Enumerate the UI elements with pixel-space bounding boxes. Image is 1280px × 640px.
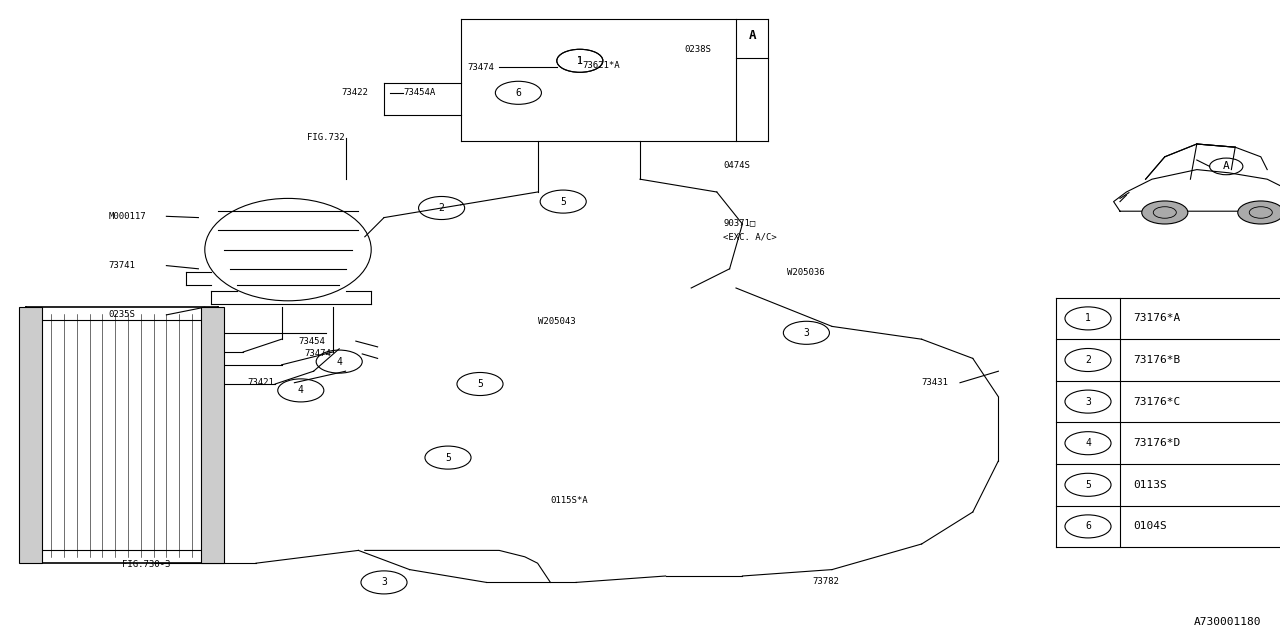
Text: 0104S: 0104S <box>1133 522 1166 531</box>
Text: 6: 6 <box>1085 522 1091 531</box>
Text: 0474S: 0474S <box>723 161 750 170</box>
Bar <box>19 307 42 563</box>
Text: 73782: 73782 <box>813 577 840 586</box>
Text: 1: 1 <box>1085 314 1091 323</box>
Text: 73176*A: 73176*A <box>1133 314 1180 323</box>
Text: 73422: 73422 <box>342 88 369 97</box>
Text: 4: 4 <box>298 385 303 396</box>
Text: 1: 1 <box>577 56 582 66</box>
Text: 3: 3 <box>804 328 809 338</box>
Text: 2: 2 <box>439 203 444 213</box>
Text: 73176*D: 73176*D <box>1133 438 1180 448</box>
Text: <EXC. A/C>: <EXC. A/C> <box>723 232 777 241</box>
Text: W205043: W205043 <box>538 317 575 326</box>
Text: 5: 5 <box>445 452 451 463</box>
Text: 73431: 73431 <box>922 378 948 387</box>
Circle shape <box>1238 201 1280 224</box>
Text: 0113S: 0113S <box>1133 480 1166 490</box>
Text: 73474: 73474 <box>305 349 332 358</box>
Text: 73176*C: 73176*C <box>1133 397 1180 406</box>
Text: 73621*A: 73621*A <box>582 61 620 70</box>
Text: FIG.732: FIG.732 <box>307 133 344 142</box>
Text: 0115S*A: 0115S*A <box>550 496 588 505</box>
Text: 4: 4 <box>337 356 342 367</box>
Text: 73421: 73421 <box>247 378 274 387</box>
Bar <box>201 307 224 563</box>
Text: 3: 3 <box>1085 397 1091 406</box>
Text: M000117: M000117 <box>109 212 146 221</box>
Text: A730001180: A730001180 <box>1193 617 1261 627</box>
Text: A: A <box>749 29 756 42</box>
Text: 0238S: 0238S <box>685 45 712 54</box>
Text: 5: 5 <box>477 379 483 389</box>
Text: 4: 4 <box>1085 438 1091 448</box>
Text: FIG.730-3: FIG.730-3 <box>122 560 170 569</box>
Text: 73454: 73454 <box>298 337 325 346</box>
Text: 5: 5 <box>561 196 566 207</box>
Text: 5: 5 <box>1085 480 1091 490</box>
Text: 73454A: 73454A <box>403 88 435 97</box>
Text: 73176*B: 73176*B <box>1133 355 1180 365</box>
Text: A: A <box>1222 161 1230 172</box>
Text: 2: 2 <box>1085 355 1091 365</box>
Text: 73474: 73474 <box>467 63 494 72</box>
Text: 1: 1 <box>577 56 582 66</box>
Text: 3: 3 <box>381 577 387 588</box>
Text: 6: 6 <box>516 88 521 98</box>
Circle shape <box>1142 201 1188 224</box>
Text: 90371□: 90371□ <box>723 218 755 227</box>
Text: 73741: 73741 <box>109 261 136 270</box>
Text: W205036: W205036 <box>787 268 824 276</box>
Text: 0235S: 0235S <box>109 310 136 319</box>
